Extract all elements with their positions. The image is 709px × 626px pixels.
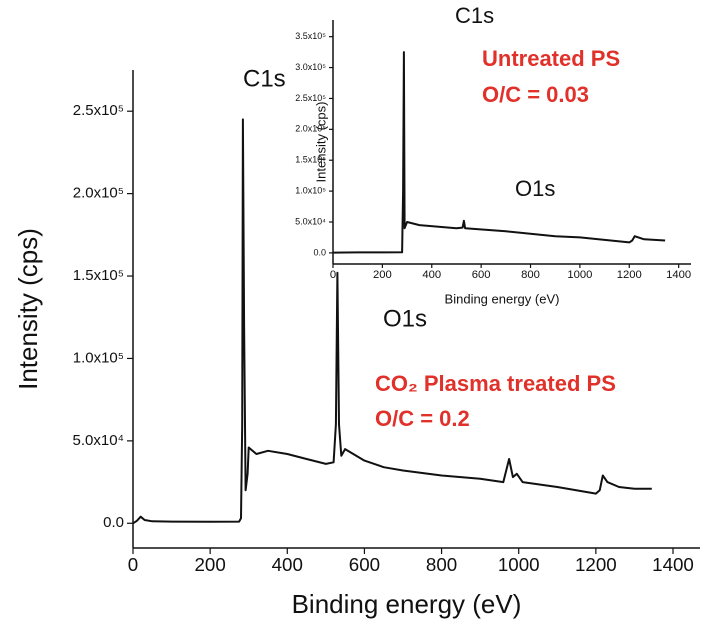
y-tick-label: 5.0x10⁴ <box>73 432 124 449</box>
annotation: O/C = 0.2 <box>375 406 470 431</box>
y-tick-label: 1.0x10⁵ <box>295 185 326 195</box>
data-line <box>332 51 666 254</box>
annotation: Untreated PS <box>482 46 620 71</box>
y-tick-label: 2.0x10⁵ <box>73 185 124 202</box>
x-tick-label: 1200 <box>575 554 617 575</box>
x-axis-title: Binding energy (eV) <box>445 291 560 306</box>
x-tick-label: 0 <box>330 269 336 281</box>
x-tick-label: 200 <box>373 269 392 281</box>
x-tick-label: 1000 <box>567 269 592 281</box>
y-tick-label: 1.5x10⁵ <box>295 155 326 165</box>
x-tick-label: 800 <box>426 554 457 575</box>
y-tick-label: 5.0x10⁴ <box>295 216 326 226</box>
data-line <box>132 118 652 525</box>
x-tick-label: 200 <box>194 554 225 575</box>
x-tick-label: 400 <box>422 269 441 281</box>
y-tick-label: 2.5x10⁵ <box>73 102 124 119</box>
annotation: O1s <box>515 176 555 201</box>
y-tick-label: 0.0 <box>103 514 124 531</box>
y-tick-label: 1.5x10⁵ <box>73 267 124 284</box>
y-tick-label: 0.0 <box>313 247 326 257</box>
y-axis-title: Intensity (cps) <box>13 228 43 390</box>
y-tick-label: 1.0x10⁵ <box>73 349 124 366</box>
annotation: C1s <box>455 3 494 28</box>
x-tick-label: 1400 <box>652 554 694 575</box>
x-tick-label: 1200 <box>617 269 642 281</box>
y-axis-title: Intensity (cps) <box>313 102 328 183</box>
y-tick-label: 3.5x10⁵ <box>295 31 326 41</box>
x-tick-label: 800 <box>521 269 540 281</box>
y-tick-label: 3.0x10⁵ <box>295 62 326 72</box>
x-tick-label: 1400 <box>666 269 691 281</box>
y-tick-label: 2.5x10⁵ <box>295 93 326 103</box>
annotation: O/C = 0.03 <box>482 82 589 107</box>
annotation: C1s <box>243 65 286 92</box>
annotation: CO₂ Plasma treated PS <box>375 371 616 396</box>
annotation: O1s <box>383 305 427 332</box>
x-tick-label: 600 <box>349 554 380 575</box>
y-tick-label: 2.0x10⁵ <box>295 124 326 134</box>
x-tick-label: 1000 <box>498 554 540 575</box>
x-axis-title: Binding energy (eV) <box>292 589 522 619</box>
x-tick-label: 600 <box>472 269 491 281</box>
x-tick-label: 400 <box>272 554 303 575</box>
x-tick-label: 0 <box>128 554 138 575</box>
